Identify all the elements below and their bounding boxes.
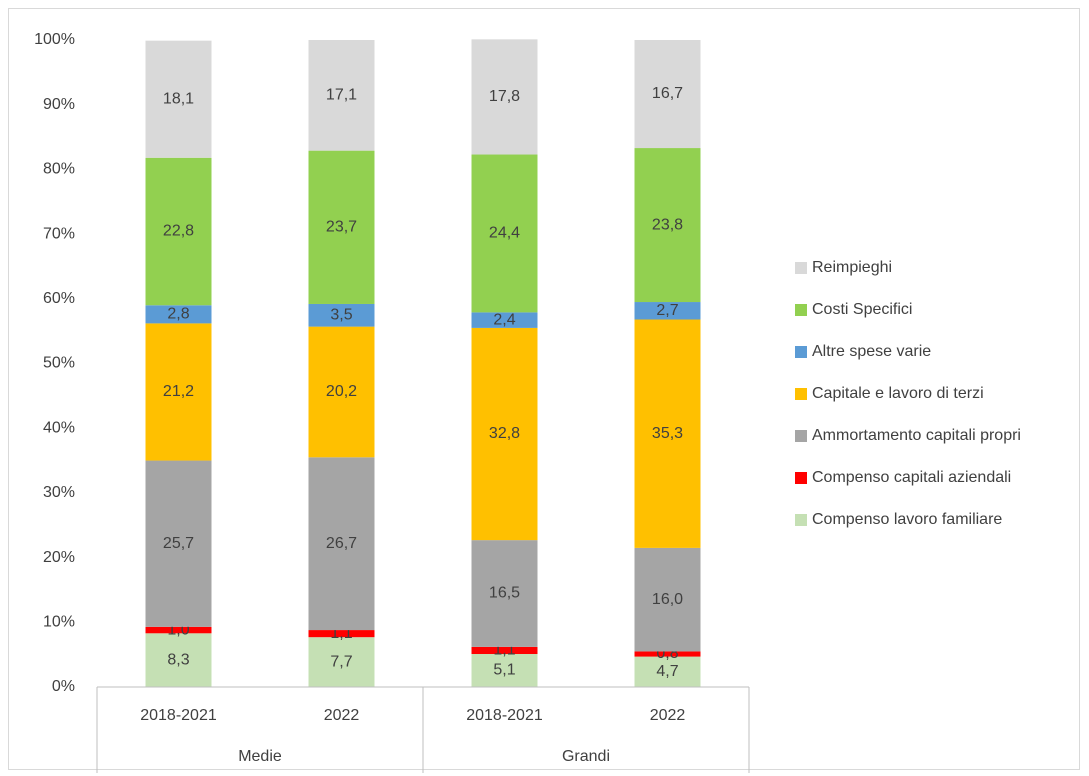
bar-segment — [471, 327, 538, 541]
data-label: 16,7 — [652, 85, 683, 102]
bar-segment — [145, 460, 212, 627]
bar-segment — [308, 630, 375, 638]
legend-swatch — [795, 430, 807, 442]
y-tick-label: 20% — [43, 549, 75, 566]
data-label: 17,1 — [326, 87, 357, 104]
legend-swatch — [795, 472, 807, 484]
bar-segment — [308, 326, 375, 458]
bar-segment — [308, 457, 375, 631]
data-label: 21,2 — [163, 383, 194, 400]
y-tick-label: 50% — [43, 355, 75, 372]
bar-segment — [634, 319, 701, 548]
legend-swatch — [795, 346, 807, 358]
bar-segment — [634, 148, 701, 303]
bar-segment — [145, 626, 212, 634]
bar-segment — [308, 303, 375, 327]
bar-segment — [145, 40, 212, 158]
legend-label: Compenso capitali aziendali — [812, 469, 1011, 486]
data-label: 7,7 — [330, 653, 352, 670]
y-tick-label: 70% — [43, 225, 75, 242]
data-label: 22,8 — [163, 223, 194, 240]
data-label: 35,3 — [652, 425, 683, 442]
legend-swatch — [795, 304, 807, 316]
bar-segment — [145, 633, 212, 687]
bar-segment — [634, 40, 701, 149]
bar-segment — [471, 312, 538, 328]
data-label: 23,8 — [652, 216, 683, 233]
bar-segment — [471, 540, 538, 647]
y-tick-label: 10% — [43, 614, 75, 631]
bar-segment — [471, 39, 538, 155]
bar-segment — [634, 302, 701, 320]
bar-segment — [145, 157, 212, 306]
x-tick-label: 2022 — [650, 707, 686, 724]
bar-segment — [471, 154, 538, 313]
data-label: 32,8 — [489, 425, 520, 442]
legend-swatch — [795, 514, 807, 526]
bar-segment — [308, 150, 375, 304]
data-label: 26,7 — [326, 535, 357, 552]
legend-label: Reimpieghi — [812, 259, 892, 276]
data-label: 5,1 — [493, 662, 515, 679]
data-label: 25,7 — [163, 535, 194, 552]
legend-label: Costi Specifici — [812, 301, 912, 318]
y-tick-label: 40% — [43, 419, 75, 436]
bar-segment — [145, 323, 212, 461]
legend-swatch — [795, 388, 807, 400]
bar-segment — [471, 654, 538, 687]
legend-swatch — [795, 262, 807, 274]
y-tick-label: 100% — [34, 31, 75, 48]
data-label: 20,2 — [326, 383, 357, 400]
bar-segment — [634, 656, 701, 687]
data-label: 2,4 — [493, 311, 515, 328]
y-tick-label: 90% — [43, 96, 75, 113]
data-label: 3,5 — [330, 307, 352, 324]
data-label: 2,7 — [656, 302, 678, 319]
data-label: 4,7 — [656, 663, 678, 680]
data-label: 16,0 — [652, 591, 683, 608]
data-label: 8,3 — [167, 651, 189, 668]
y-tick-label: 30% — [43, 484, 75, 501]
y-tick-label: 0% — [52, 678, 75, 695]
legend-label: Ammortamento capitali propri — [812, 427, 1021, 444]
y-tick-label: 60% — [43, 290, 75, 307]
group-label: Grandi — [562, 748, 610, 765]
data-label: 17,8 — [489, 88, 520, 105]
legend-label: Capitale e lavoro di terzi — [812, 385, 984, 402]
bar-segment — [308, 637, 375, 687]
y-tick-label: 80% — [43, 161, 75, 178]
data-label: 18,1 — [163, 90, 194, 107]
x-tick-label: 2022 — [324, 707, 360, 724]
data-label: 23,7 — [326, 219, 357, 236]
legend-label: Altre spese varie — [812, 343, 931, 360]
bar-segment — [145, 305, 212, 324]
x-tick-label: 2018-2021 — [466, 707, 543, 724]
bar-segment — [308, 40, 375, 151]
data-label: 24,4 — [489, 225, 520, 242]
bar-segment — [634, 651, 701, 657]
bar-segment — [471, 646, 538, 655]
bar-segment — [634, 547, 701, 652]
group-label: Medie — [238, 748, 282, 765]
data-label: 16,5 — [489, 585, 520, 602]
data-label: 2,8 — [167, 306, 189, 323]
x-tick-label: 2018-2021 — [140, 707, 217, 724]
legend-label: Compenso lavoro familiare — [812, 511, 1002, 528]
